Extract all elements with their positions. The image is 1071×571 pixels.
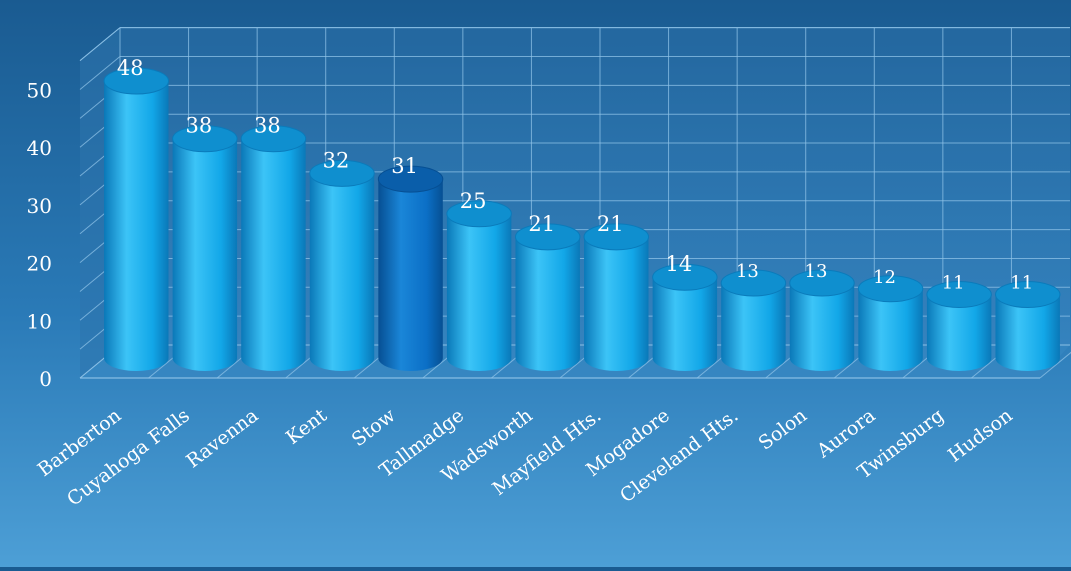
bar [652,263,718,371]
y-tick-label: 0 [39,367,52,391]
bar [309,159,375,371]
bar-body [652,277,718,371]
data-label: 21 [528,212,555,236]
bar [720,269,787,371]
bar-body [584,236,649,371]
bar [172,125,238,371]
bar-body [995,294,1060,371]
bar-top [857,275,924,303]
data-label: 13 [736,261,759,282]
bar-top [652,263,718,291]
bar-top [926,281,992,309]
data-label: 12 [873,267,896,288]
y-tick-label: 10 [27,309,52,333]
data-label: 32 [323,148,350,172]
data-label: 11 [1010,273,1033,294]
bar-top [446,200,512,228]
bar [377,165,444,371]
x-tick-label: Solon [754,404,811,454]
y-tick-label: 40 [27,136,52,160]
bar [103,67,170,371]
data-label: 48 [117,56,144,80]
bar-top [720,269,787,297]
gridline [79,27,121,62]
bar-top [309,159,375,187]
x-tick-label: Hudson [944,404,1017,466]
bar-body [926,294,992,371]
bar [857,275,924,371]
bar [994,281,1061,371]
bar-top [240,125,307,153]
bar-body [378,179,443,371]
bar-top [994,281,1061,309]
data-label: 38 [185,114,212,138]
x-tick-label: Kent [282,404,331,449]
bar-top [103,67,170,95]
bar-body [104,81,169,371]
data-label: 14 [665,252,692,276]
x-tick-label: Ravenna [182,404,262,472]
bar-body [515,236,580,371]
data-label: 38 [254,114,281,138]
y-tick-label: 20 [27,252,52,276]
data-label: 31 [391,154,418,178]
y-tick-label: 50 [27,79,52,103]
bar-top [583,223,650,251]
data-label: 11 [942,273,965,294]
bar-body [172,138,238,371]
bar-body [309,173,375,371]
bar-body [858,288,923,371]
bar-body [241,138,306,371]
x-tick-label: Cleveland Hts. [616,404,742,507]
x-tick-label: Cuyahoga Falls [63,404,194,510]
x-tick-label: Stow [348,404,400,451]
data-label: 25 [460,189,487,213]
gridline [79,56,121,90]
bar-top [514,223,581,251]
bar [446,200,512,371]
gridline [1039,351,1071,379]
bar-body [721,282,786,371]
bar [926,281,992,371]
data-label: 13 [805,261,828,282]
bar-body [789,282,855,371]
bar [583,223,650,371]
bar-top [789,269,855,297]
bar-top [377,165,444,193]
bar [514,223,581,371]
bar [240,125,307,371]
bar [789,269,855,371]
y-tick-label: 30 [27,194,52,218]
data-label: 21 [597,212,624,236]
bar-top [172,125,238,153]
bar-body [446,213,512,371]
